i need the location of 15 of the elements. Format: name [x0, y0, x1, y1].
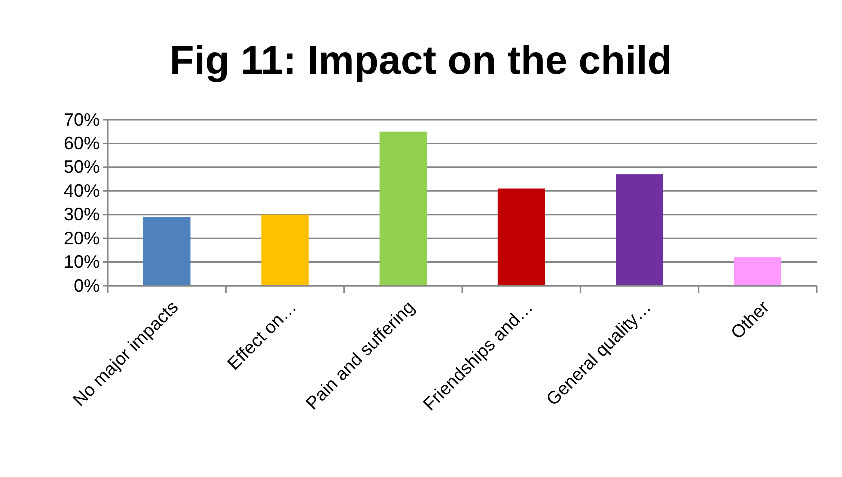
bar: [734, 258, 782, 286]
y-tick-label: 30%: [64, 204, 100, 225]
chart-title: Fig 11: Impact on the child: [170, 39, 672, 83]
y-tick-label: 60%: [64, 133, 100, 154]
bar: [616, 174, 664, 286]
y-tick-label: 50%: [64, 157, 100, 178]
y-tick-label: 10%: [64, 252, 100, 272]
y-tick-label: 20%: [64, 228, 100, 248]
y-tick-label: 70%: [64, 110, 100, 130]
bar: [380, 132, 428, 286]
y-tick-label: 0%: [74, 276, 100, 296]
bar: [498, 188, 546, 286]
bar: [262, 214, 309, 286]
y-tick-label: 40%: [64, 180, 100, 201]
bar: [143, 217, 191, 286]
